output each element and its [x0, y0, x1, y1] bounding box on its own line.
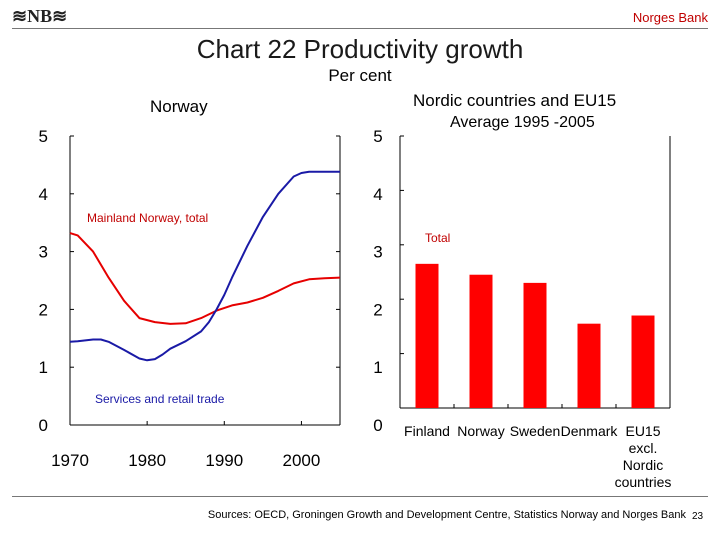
right-chart-subtitle: Average 1995 -2005 — [450, 114, 595, 131]
left-y-tick-label: 2 — [39, 300, 48, 319]
mainland-norway-line — [69, 232, 341, 325]
x-tick-label: 2000 — [283, 451, 321, 470]
left-line-chart: 0 1 2 3 4 5 0 1 2 3 4 5 1970 1980 1990 2000 Mainland Nor… — [39, 127, 383, 470]
category-label: Sweden — [510, 423, 561, 439]
left-chart-title: Norway — [150, 97, 208, 116]
left-right-y-tick-label: 5 — [373, 127, 382, 146]
x-tick-label: 1990 — [205, 451, 243, 470]
header-divider — [12, 28, 708, 29]
footer-divider — [12, 496, 708, 497]
category-label: countries — [615, 474, 672, 490]
bar-eu15 — [631, 315, 655, 408]
left-right-y-tick-label: 2 — [373, 300, 382, 319]
x-tick-label: 1970 — [51, 451, 89, 470]
services-retail-line — [69, 170, 340, 362]
bank-name: Norges Bank — [632, 10, 708, 25]
norges-bank-logo: ≋NB≋ — [12, 6, 68, 26]
category-label: Nordic — [623, 457, 663, 473]
left-y-tick-label: 3 — [39, 243, 48, 262]
category-label: EU15 — [625, 423, 660, 439]
category-label: Denmark — [561, 423, 619, 439]
left-y-tick-label: 1 — [39, 358, 48, 377]
category-label: Finland — [404, 423, 450, 439]
bar-norway — [469, 274, 493, 408]
left-right-y-tick-label: 1 — [373, 358, 382, 377]
category-label: excl. — [629, 440, 658, 456]
left-y-tick-label: 0 — [39, 416, 48, 435]
category-label: Norway — [457, 423, 504, 439]
page-title: Chart 22 Productivity growth — [196, 34, 524, 64]
page-subtitle: Per cent — [328, 66, 392, 85]
left-y-tick-label: 5 — [39, 127, 48, 146]
series-label-total: Total — [425, 231, 450, 245]
source-note: Sources: OECD, Groningen Growth and Deve… — [207, 509, 686, 521]
x-tick-label: 1980 — [128, 451, 166, 470]
page-number: 23 — [692, 511, 704, 522]
series-label-services: Services and retail trade — [95, 392, 225, 406]
right-chart-title: Nordic countries and EU15 — [413, 91, 617, 110]
left-right-y-tick-label: 4 — [373, 185, 382, 204]
left-right-y-tick-label: 0 — [373, 416, 382, 435]
series-label-mainland: Mainland Norway, total — [87, 211, 208, 225]
right-bar-chart: Finland Norway Sweden Denmark EU15excl.Nordi… — [399, 135, 672, 490]
left-right-y-tick-label: 3 — [373, 243, 382, 262]
bar-sweden — [523, 282, 547, 408]
bar-denmark — [577, 323, 601, 408]
left-y-tick-label: 4 — [39, 185, 48, 204]
bar-finland — [415, 263, 439, 408]
